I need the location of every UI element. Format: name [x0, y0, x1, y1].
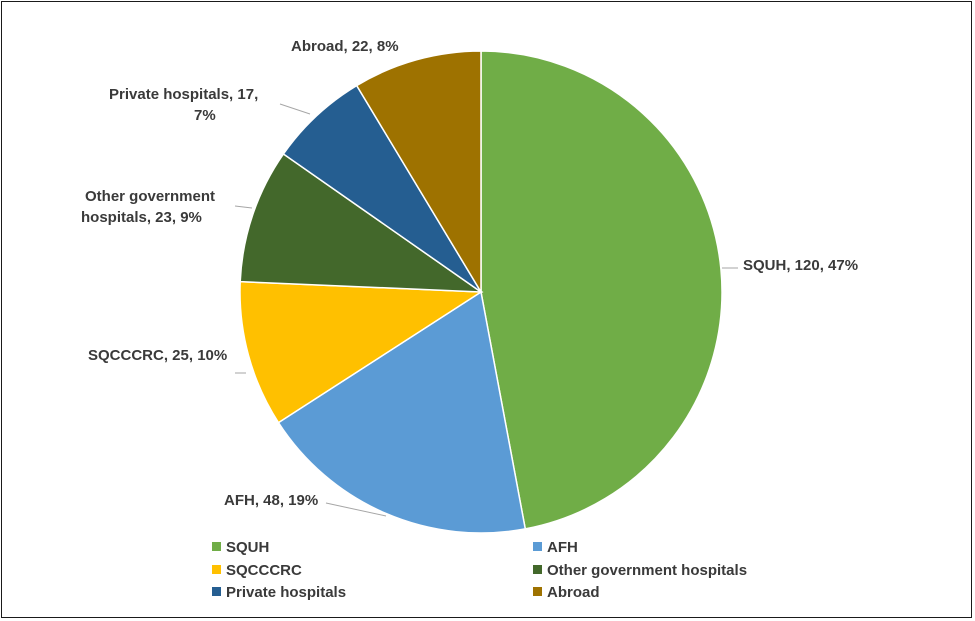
pie-slices	[239, 50, 723, 534]
leader-line-afh	[325, 502, 387, 517]
slice-other-government-hospitals	[239, 152, 484, 293]
data-labels: SQUH, 120, 47% AFH, 48, 19% SQCCCRC, 25, 1…	[81, 38, 858, 509]
data-label-abroad: Abroad, 22, 8%	[291, 38, 399, 55]
legend-item-afh: AFH	[533, 539, 578, 556]
data-label-afh: AFH, 48, 19%	[224, 492, 318, 509]
data-label-other-government-hospitals: Other government hospitals, 23, 9%	[81, 188, 215, 226]
legend-swatch-afh	[533, 542, 542, 551]
leader-line-other-government-hospitals	[234, 205, 253, 209]
data-label-squh: SQUH, 120, 47%	[743, 257, 858, 274]
legend-label-other-government-hospitals: Other government hospitals	[547, 562, 747, 579]
legend-swatch-abroad	[533, 587, 542, 596]
legend-label-sqcccrc: SQCCCRC	[226, 562, 302, 579]
legend-label-private-hospitals: Private hospitals	[226, 584, 346, 601]
legend: SQUH AFH SQCCCRC Other government hospitals…	[212, 539, 747, 601]
legend-swatch-squh	[212, 542, 221, 551]
leader-line-private-hospitals	[279, 103, 311, 115]
leader-lines	[234, 103, 738, 517]
data-label-sqcccrc: SQCCCRC, 25, 10%	[88, 347, 227, 364]
legend-item-other-government-hospitals: Other government hospitals	[533, 562, 747, 579]
legend-label-squh: SQUH	[226, 539, 269, 556]
slice-abroad	[355, 50, 482, 295]
data-label-private-hospitals: Private hospitals, 17, 7%	[109, 86, 258, 124]
legend-item-abroad: Abroad	[533, 584, 600, 601]
legend-swatch-sqcccrc	[212, 565, 221, 574]
legend-label-abroad: Abroad	[547, 584, 600, 601]
legend-label-afh: AFH	[547, 539, 578, 556]
legend-item-private-hospitals: Private hospitals	[212, 584, 346, 601]
slice-squh	[480, 50, 723, 530]
legend-item-sqcccrc: SQCCCRC	[212, 562, 302, 579]
legend-swatch-other-government-hospitals	[533, 565, 542, 574]
slice-afh	[277, 290, 527, 534]
slice-sqcccrc	[239, 280, 484, 424]
legend-swatch-private-hospitals	[212, 587, 221, 596]
legend-item-squh: SQUH	[212, 539, 269, 556]
